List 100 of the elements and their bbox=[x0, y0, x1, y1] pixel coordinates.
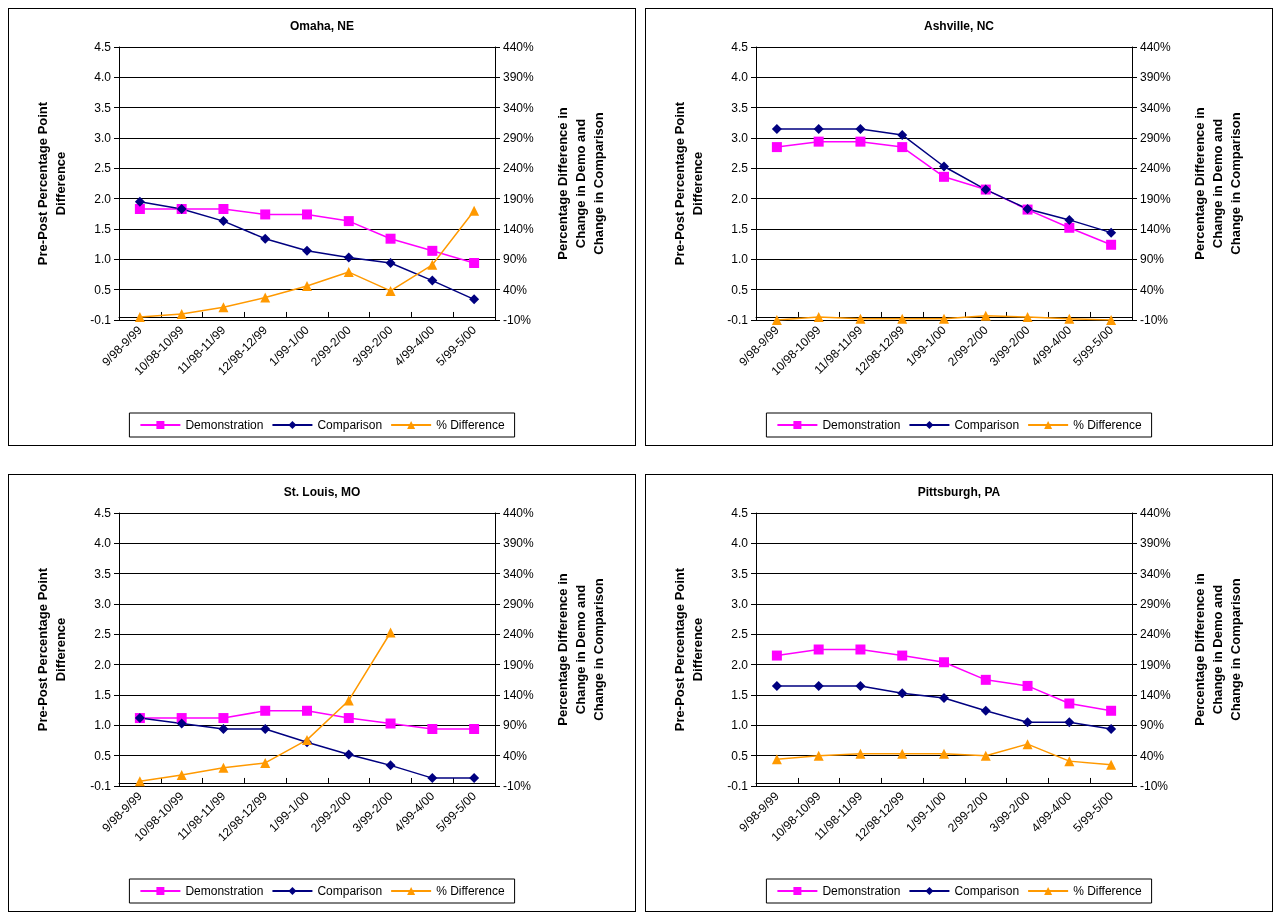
y-tick-label: -0.1 bbox=[727, 779, 749, 793]
point bbox=[260, 233, 271, 244]
point bbox=[1022, 717, 1033, 728]
y-tick-label: -0.1 bbox=[90, 313, 112, 327]
point bbox=[469, 723, 480, 734]
point bbox=[385, 627, 396, 638]
point bbox=[855, 680, 866, 691]
point bbox=[855, 123, 866, 134]
y2-tick-label: 290% bbox=[503, 131, 535, 145]
y-tick-label: 0.5 bbox=[731, 748, 749, 763]
point bbox=[134, 196, 145, 207]
point bbox=[343, 713, 354, 724]
y-axis-title: Pre-Post Percentage Point Difference bbox=[671, 567, 705, 732]
point bbox=[855, 136, 866, 147]
y-tick-label: 4.0 bbox=[731, 70, 749, 85]
y2-tick-label: -10% bbox=[503, 313, 532, 327]
point bbox=[343, 252, 354, 263]
point bbox=[218, 302, 229, 313]
y-tick-label: 3.5 bbox=[731, 100, 749, 115]
point bbox=[897, 650, 908, 661]
point bbox=[897, 142, 908, 153]
y2-tick-label: 340% bbox=[1140, 566, 1172, 581]
point bbox=[980, 674, 991, 685]
y2-tick-label: 90% bbox=[1140, 718, 1165, 733]
y2-tick-label: 290% bbox=[1140, 131, 1172, 145]
point bbox=[1064, 717, 1075, 728]
y-tick-label: 3.0 bbox=[94, 597, 112, 611]
y2-tick-label: 40% bbox=[503, 282, 528, 297]
y-tick-label: 3.5 bbox=[731, 566, 749, 581]
point bbox=[176, 308, 187, 319]
y2-tick-label: 290% bbox=[503, 597, 535, 611]
legend-label: Demonstration bbox=[185, 884, 264, 898]
y2-tick-label: 390% bbox=[503, 536, 535, 551]
y-tick-label: 2.0 bbox=[94, 191, 112, 206]
y2-tick-label: 440% bbox=[1140, 40, 1172, 54]
point bbox=[771, 680, 782, 691]
y-tick-label: 4.0 bbox=[731, 536, 749, 551]
y2-tick-label: 440% bbox=[503, 40, 535, 54]
y2-tick-label: -10% bbox=[503, 779, 532, 793]
legend-label: % Difference bbox=[436, 418, 505, 432]
y2-tick-label: -10% bbox=[1140, 313, 1169, 327]
point bbox=[1064, 222, 1075, 233]
point bbox=[134, 203, 145, 214]
point bbox=[343, 267, 354, 278]
point bbox=[260, 209, 271, 220]
legend-label: Demonstration bbox=[185, 418, 264, 432]
point bbox=[980, 750, 991, 761]
y2-axis-title: Percentage Difference in Change in Demo and Change in Comparison bbox=[1191, 107, 1243, 260]
point bbox=[260, 292, 271, 303]
point bbox=[343, 216, 354, 227]
y-tick-label: 1.0 bbox=[94, 252, 112, 267]
point bbox=[813, 123, 824, 134]
point bbox=[855, 644, 866, 655]
chart-title: St. Louis, MO bbox=[283, 485, 361, 499]
legend-label: Comparison bbox=[317, 884, 383, 898]
point bbox=[1106, 705, 1117, 716]
point bbox=[302, 245, 312, 256]
point bbox=[260, 723, 271, 734]
y2-tick-label: 390% bbox=[503, 70, 535, 85]
y-tick-label: 2.0 bbox=[94, 657, 112, 672]
y-axis-title: Pre-Post Percentage Point Difference bbox=[34, 567, 68, 732]
point bbox=[134, 311, 145, 322]
point bbox=[771, 650, 782, 661]
y2-axis-title: Percentage Difference in Change in Demo and Change in Comparison bbox=[554, 107, 606, 260]
y2-tick-label: 140% bbox=[1140, 688, 1172, 702]
point bbox=[771, 123, 782, 134]
y2-tick-label: -10% bbox=[1140, 779, 1169, 793]
y2-tick-label: 40% bbox=[503, 748, 528, 763]
y2-tick-label: 190% bbox=[503, 191, 535, 206]
point bbox=[939, 657, 949, 668]
point bbox=[1106, 227, 1117, 238]
y2-tick-label: 390% bbox=[1140, 536, 1172, 551]
y2-tick-label: 40% bbox=[1140, 748, 1165, 763]
point bbox=[1106, 759, 1117, 770]
point bbox=[939, 171, 949, 182]
y-tick-label: 3.5 bbox=[94, 100, 112, 115]
point bbox=[469, 294, 480, 305]
y-tick-label: 2.0 bbox=[731, 657, 749, 672]
y2-tick-label: 140% bbox=[1140, 222, 1172, 236]
legend-label: % Difference bbox=[1073, 884, 1142, 898]
y-tick-label: 3.0 bbox=[731, 131, 749, 145]
y2-tick-label: 240% bbox=[1140, 627, 1172, 642]
point bbox=[813, 136, 824, 147]
point bbox=[260, 705, 271, 716]
point bbox=[469, 257, 480, 268]
y2-tick-label: 440% bbox=[503, 506, 535, 520]
y-tick-label: 1.5 bbox=[731, 222, 749, 236]
y2-tick-label: 90% bbox=[1140, 252, 1165, 267]
point bbox=[980, 705, 991, 716]
y-tick-label: 0.5 bbox=[731, 282, 749, 297]
y-tick-label: 0.5 bbox=[94, 282, 112, 297]
point bbox=[939, 161, 949, 172]
y2-tick-label: 240% bbox=[503, 161, 535, 176]
y2-tick-label: 240% bbox=[1140, 161, 1172, 176]
y-axis-title: Pre-Post Percentage Point Difference bbox=[671, 101, 705, 266]
y-tick-label: 4.5 bbox=[94, 506, 112, 520]
point bbox=[1022, 680, 1033, 691]
point bbox=[176, 718, 187, 729]
y-tick-label: 2.0 bbox=[731, 191, 749, 206]
y2-tick-label: 340% bbox=[503, 566, 535, 581]
